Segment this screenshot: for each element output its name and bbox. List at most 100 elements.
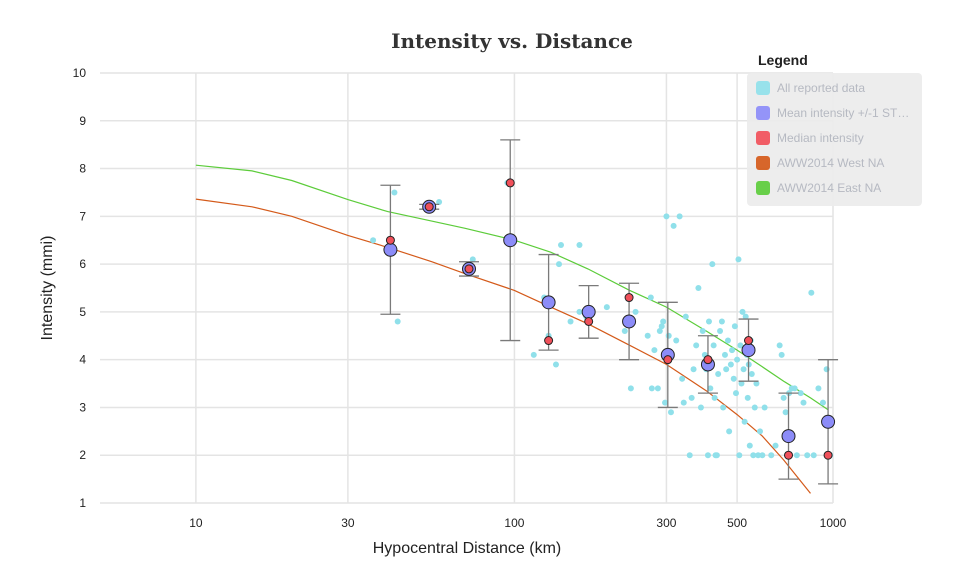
reported-data-point [699,328,706,334]
legend-label: Median intensity [777,131,864,145]
median-point [744,336,754,346]
reported-data-point [695,285,702,291]
reported-data-point [680,399,687,406]
reported-data-point [704,452,711,459]
reported-data-point [732,390,739,397]
reported-data-point [621,328,628,334]
legend-item-mean[interactable]: Mean intensity +/-1 ST… [756,103,909,123]
reported-data-point [815,385,822,392]
reported-data-point [810,452,817,459]
reported-data-point [654,385,661,392]
median-point [544,336,554,346]
reported-data-point [782,409,789,416]
grid [100,72,834,504]
reported-data-point [660,318,667,325]
median-point [424,202,434,212]
x-tick-label: 30 [341,516,355,530]
reported-data-point [644,332,651,339]
reported-data-point [567,318,574,325]
mean-point [581,304,596,319]
all-reported-data-points [370,179,834,459]
median-point [663,355,673,365]
legend-label: AWW2014 West NA [777,156,885,170]
legend-swatch [756,156,770,170]
median-markers [385,178,833,460]
reported-data-point [776,342,783,349]
reported-data-point [724,337,731,344]
reported-data-point [753,380,760,387]
reported-data-point [735,256,742,263]
y-tick-label: 8 [79,162,86,176]
legend-swatch [756,181,770,195]
mean-point [821,414,836,429]
model-curves [195,164,829,494]
legend-label: AWW2014 East NA [777,181,882,195]
axis-ticks: 1 2 3 4 5 6 7 8 9 10 10 30 100 300 500 1000 [73,66,847,530]
mean-point [622,314,637,329]
reported-data-point [729,347,736,354]
reported-data-point [658,323,665,330]
legend-item-east-na[interactable]: AWW2014 East NA [756,178,881,198]
mean-point [503,233,518,248]
median-point [505,178,515,188]
y-tick-label: 2 [79,448,86,462]
reported-data-point [576,308,583,315]
y-tick-label: 5 [79,305,86,319]
east-na-curve [195,164,829,411]
reported-data-point [797,390,804,397]
reported-data-point [757,428,764,435]
reported-data-point [557,242,564,248]
reported-data-point [750,452,757,459]
y-tick-label: 1 [79,496,86,510]
reported-data-point [800,399,807,406]
reported-data-point [768,452,775,459]
reported-data-point [772,442,779,449]
legend: All reported data Mean intensity +/-1 ST… [747,73,922,206]
reported-data-point [723,366,730,373]
median-point [464,264,474,274]
reported-data-point [682,313,689,320]
median-point [823,450,833,460]
reported-data-point [778,351,785,358]
median-point [584,316,594,326]
median-point [703,355,713,365]
reported-data-point [730,375,737,382]
y-tick-label: 10 [73,66,87,80]
reported-data-point [709,261,716,268]
y-tick-label: 9 [79,114,86,128]
reported-data-point [647,294,654,301]
reported-data-point [759,452,766,459]
reported-data-point [751,404,758,411]
reported-data-point [755,452,762,459]
reported-data-point [746,442,753,449]
legend-swatch [756,81,770,95]
y-tick-label: 6 [79,257,86,271]
reported-data-point [688,394,695,401]
mean-point [741,343,756,358]
reported-data-point [727,361,734,368]
reported-data-point [721,351,728,358]
reported-data-point [819,399,826,406]
reported-data-point [718,318,725,325]
legend-item-west-na[interactable]: AWW2014 West NA [756,153,884,173]
legend-item-median[interactable]: Median intensity [756,128,864,148]
legend-label: All reported data [777,81,866,95]
reported-data-point [697,404,704,411]
reported-data-point [665,332,672,339]
reported-data-point [552,361,559,368]
reported-data-point [603,304,610,311]
reported-data-point [711,394,718,401]
mean-point [383,242,398,257]
reported-data-point [740,366,747,373]
reported-data-point [731,323,738,330]
reported-data-point [436,199,443,205]
x-tick-label: 500 [727,516,747,530]
reported-data-point [717,328,724,334]
reported-data-point [651,347,658,354]
legend-item-all-reported[interactable]: All reported data [756,78,865,98]
reported-data-point [710,342,717,349]
x-tick-label: 100 [504,516,524,530]
reported-data-point [726,428,733,435]
reported-data-point [804,452,811,459]
